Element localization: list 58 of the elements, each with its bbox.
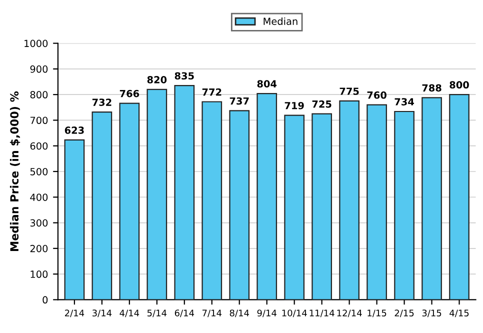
x-tick-label: 4/14	[120, 310, 140, 318]
data-label: 719	[284, 102, 304, 110]
x-tick-label: 10/14	[282, 310, 307, 318]
x-tick-label: 4/15	[450, 310, 469, 318]
data-label: 737	[230, 97, 249, 105]
y-tick-label: 400	[30, 194, 48, 201]
data-label: 760	[367, 91, 386, 99]
bar	[422, 97, 442, 300]
bar	[366, 104, 387, 300]
data-label: 766	[120, 90, 140, 98]
data-label: 835	[174, 72, 194, 80]
data-label: 623	[64, 126, 84, 134]
bar	[449, 94, 470, 300]
bar	[146, 88, 168, 300]
x-tick-label: 3/15	[422, 310, 442, 318]
bar	[202, 101, 222, 300]
data-label: 734	[394, 98, 414, 106]
bar	[394, 110, 414, 300]
legend-label: Median	[264, 17, 298, 25]
x-tick-label: 5/14	[147, 310, 167, 318]
y-tick-label: 200	[30, 244, 48, 252]
data-label: 732	[92, 98, 112, 106]
bar	[229, 110, 250, 300]
x-tick-label: 7/14	[202, 310, 222, 318]
y-tick-label: 600	[30, 142, 48, 150]
y-tick-label: 100	[30, 270, 48, 278]
x-tick-label: 6/14	[174, 310, 194, 318]
data-label: 788	[422, 84, 442, 92]
bar	[312, 113, 332, 300]
y-tick-label: 800	[30, 91, 48, 98]
y-tick-label: 1000	[24, 40, 48, 48]
bar	[64, 139, 85, 300]
y-tick-label: 0	[42, 296, 48, 304]
bar	[92, 111, 112, 300]
x-tick-label: 3/14	[92, 310, 112, 318]
y-tick-label: 700	[30, 116, 48, 124]
x-tick-label: 9/14	[257, 310, 276, 318]
y-axis-title: Median Price (in $,000) %	[10, 91, 20, 251]
x-tick-label: 11/14	[310, 310, 334, 318]
y-tick-label: 500	[30, 168, 48, 176]
x-tick-label: 1/15	[368, 310, 386, 318]
bar	[174, 85, 195, 300]
y-tick-label: 900	[30, 65, 48, 73]
x-tick-label: 12/14	[337, 310, 362, 318]
data-label: 804	[257, 80, 277, 88]
bar	[119, 102, 140, 300]
data-label: 800	[450, 81, 469, 89]
data-label: 775	[340, 88, 359, 95]
bar	[339, 100, 360, 300]
data-label: 725	[312, 100, 332, 108]
x-tick-label: 2/15	[394, 310, 414, 318]
y-tick-label: 300	[30, 219, 48, 227]
x-tick-label: 8/14	[230, 310, 249, 318]
data-label: 820	[147, 76, 167, 84]
bar	[256, 92, 278, 300]
bar	[284, 114, 305, 300]
x-tick-label: 2/14	[64, 310, 84, 318]
data-label: 772	[202, 88, 222, 96]
